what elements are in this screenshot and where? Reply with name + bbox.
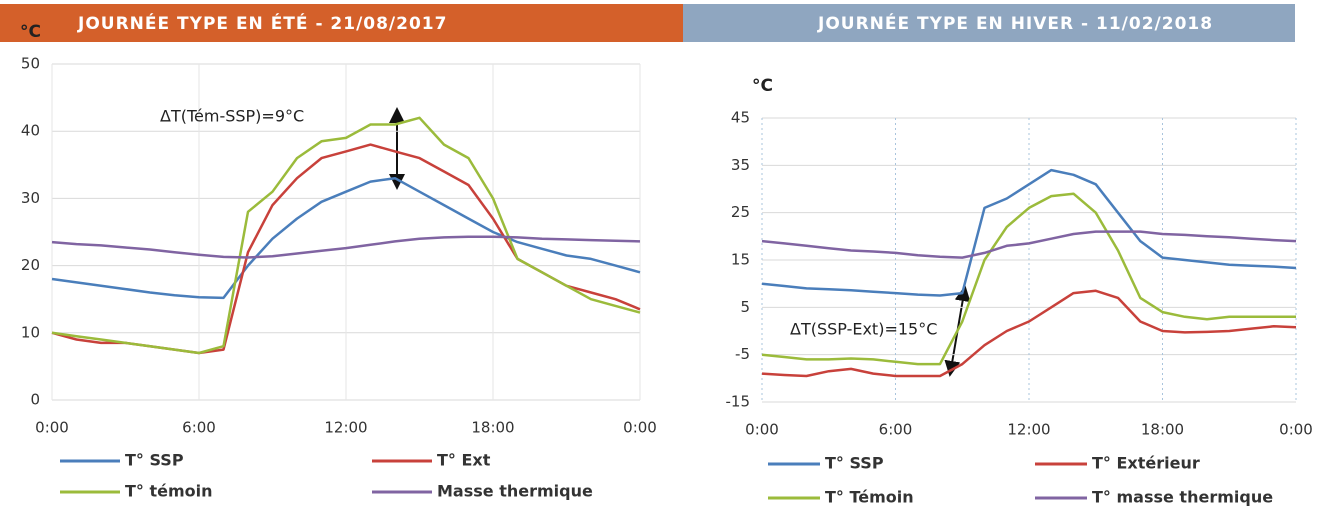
data-line [761,168,1297,297]
legend-label: T° Témoin [825,488,914,506]
y-tick-label: 40 [21,122,40,140]
legend-label: T° Ext [437,451,491,470]
legend-label: T° témoin [125,482,213,501]
y-tick-label: 50 [21,55,40,73]
header-bar [0,4,683,42]
y-tick-label: 30 [21,189,40,207]
y-tick-label: 0 [30,391,40,409]
y-tick-label: 20 [21,256,40,274]
x-tick-label: 6:00 [182,419,216,437]
y-tick-label: 25 [731,203,750,221]
x-tick-label: 12:00 [324,419,367,437]
annotation: ΔT(SSP-Ext)=15°C [790,320,937,339]
y-tick-label: 45 [731,109,750,127]
y-tick-label: 15 [731,251,750,269]
x-tick-label: 0:00 [745,421,779,439]
data-line [761,230,1297,259]
legend-label: T° SSP [825,454,884,473]
data-line [761,289,1297,378]
x-tick-label: 0:00 [35,419,69,437]
legend-label: T° SSP [125,451,184,470]
y-tick-label: 5 [740,298,750,316]
data-line [51,235,641,259]
chart-title: JOURNÉE TYPE EN ÉTÉ - 21/08/2017 [77,12,447,34]
header-bar [683,4,1295,42]
y-axis-label: °C [20,22,41,42]
x-tick-label: 18:00 [471,419,514,437]
legend-label: T° masse thermique [1092,488,1273,506]
annotation: ΔT(Tém-SSP)=9°C [160,107,304,126]
data-line [51,176,641,300]
data-line [761,192,1296,366]
legend-label: T° Extérieur [1092,454,1200,473]
x-tick-label: 0:00 [1279,421,1313,439]
x-tick-label: 6:00 [879,421,913,439]
data-line [51,116,641,355]
y-tick-label: 10 [21,323,40,341]
legend-label: Masse thermique [437,482,593,501]
y-tick-label: -15 [726,393,751,411]
x-tick-label: 12:00 [1007,421,1050,439]
x-tick-label: 0:00 [623,419,657,437]
y-tick-label: 35 [731,156,750,174]
y-tick-label: -5 [735,345,750,363]
y-axis-label: °C [752,76,773,96]
chart-title: JOURNÉE TYPE EN HIVER - 11/02/2018 [817,12,1213,34]
x-tick-label: 18:00 [1141,421,1184,439]
